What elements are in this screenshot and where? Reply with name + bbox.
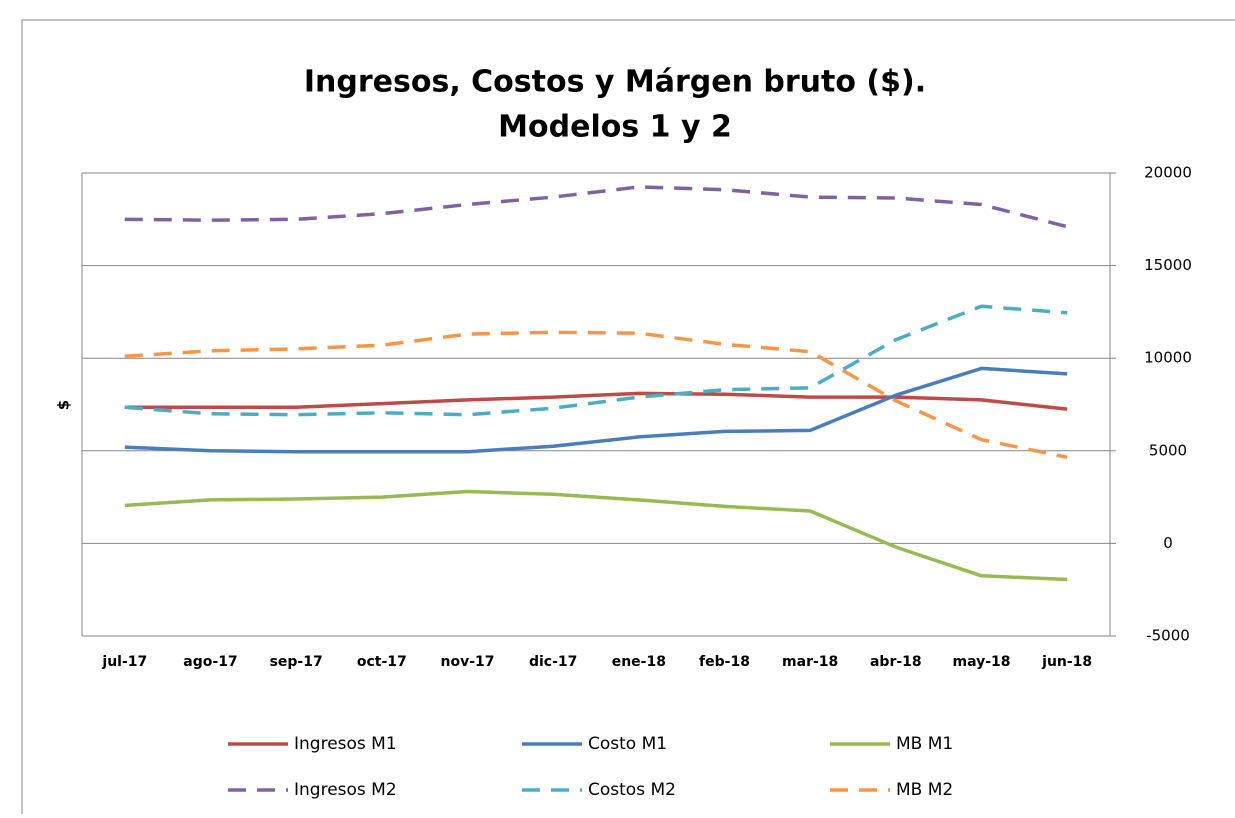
x-tick-label: nov-17 [440, 654, 494, 670]
series-line [124, 366, 1068, 454]
y-tick-label: 20000 [1144, 164, 1192, 182]
series-line [124, 185, 1068, 229]
chart-title: Ingresos, Costos y Márgen bruto ($). [304, 65, 926, 100]
y-tick-label: 15000 [1144, 256, 1192, 274]
x-tick-label: jun-18 [1041, 654, 1092, 670]
series-line [124, 489, 1068, 582]
x-tick-label: may-18 [952, 654, 1010, 670]
x-tick-label: oct-17 [357, 654, 407, 670]
x-tick-label: dic-17 [529, 654, 577, 670]
legend-label: Ingresos M1 [294, 734, 397, 754]
series-line [124, 304, 1068, 417]
y-tick-label: 10000 [1144, 349, 1192, 367]
y-axis-label: $ [55, 400, 73, 410]
x-tick-label: mar-18 [782, 654, 838, 670]
x-tick-label: feb-18 [699, 654, 750, 670]
chart-title: Modelos 1 y 2 [498, 110, 732, 145]
x-tick-label: jul-17 [101, 654, 147, 670]
series-line [124, 330, 1068, 460]
legend-label: Costos M2 [588, 780, 676, 800]
x-tick-label: abr-18 [870, 654, 922, 670]
x-tick-label: ago-17 [183, 654, 237, 670]
legend-label: Costo M1 [588, 734, 667, 754]
legend-label: Ingresos M2 [294, 780, 397, 800]
legend-label: MB M1 [896, 734, 953, 754]
y-tick-label: 5000 [1149, 441, 1187, 459]
chart-border [21, 19, 1235, 814]
y-tick-label: -5000 [1146, 627, 1190, 645]
x-tick-label: ene-18 [612, 654, 666, 670]
x-tick-label: sep-17 [270, 654, 323, 670]
legend-label: MB M2 [896, 780, 953, 800]
series-line [124, 391, 1068, 411]
y-tick-label: 0 [1163, 534, 1173, 552]
